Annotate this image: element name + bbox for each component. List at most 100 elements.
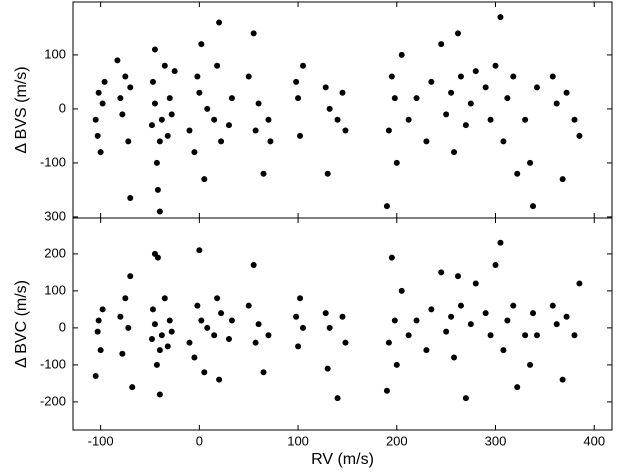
point bbox=[250, 30, 257, 37]
point bbox=[218, 138, 225, 145]
point bbox=[467, 321, 474, 328]
x-tick-label: 200 bbox=[386, 433, 408, 448]
point bbox=[522, 116, 529, 123]
point bbox=[252, 339, 259, 346]
point bbox=[576, 132, 583, 139]
x-axis-title: RV (m/s) bbox=[311, 451, 374, 468]
point bbox=[129, 384, 136, 391]
point bbox=[413, 95, 420, 102]
point bbox=[559, 176, 566, 183]
point bbox=[196, 247, 203, 254]
point bbox=[122, 73, 129, 80]
point bbox=[553, 100, 560, 107]
point bbox=[527, 361, 534, 368]
point bbox=[383, 387, 390, 394]
point bbox=[342, 339, 349, 346]
point bbox=[326, 105, 333, 112]
point bbox=[451, 354, 458, 361]
point bbox=[255, 100, 262, 107]
point bbox=[166, 317, 173, 324]
point bbox=[95, 89, 102, 96]
point bbox=[164, 343, 171, 350]
point bbox=[204, 324, 211, 331]
point bbox=[92, 116, 99, 123]
point bbox=[153, 159, 160, 166]
point bbox=[405, 332, 412, 339]
point bbox=[250, 261, 257, 268]
point bbox=[295, 95, 302, 102]
point bbox=[252, 127, 259, 134]
x-tick-label: 0 bbox=[196, 433, 203, 448]
point bbox=[196, 89, 203, 96]
point bbox=[533, 332, 540, 339]
point bbox=[214, 295, 221, 302]
point bbox=[92, 372, 99, 379]
point bbox=[164, 132, 171, 139]
point bbox=[201, 369, 208, 376]
point bbox=[218, 310, 225, 317]
point bbox=[482, 84, 489, 91]
point bbox=[472, 68, 479, 75]
point bbox=[216, 376, 223, 383]
y-tick-label: 0 bbox=[59, 319, 66, 334]
point bbox=[168, 111, 175, 118]
y-tick-label: -100 bbox=[40, 154, 66, 169]
point bbox=[393, 361, 400, 368]
point bbox=[492, 62, 499, 69]
point bbox=[514, 170, 521, 177]
point bbox=[563, 89, 570, 96]
point bbox=[99, 306, 106, 313]
point bbox=[533, 84, 540, 91]
point bbox=[457, 73, 464, 80]
y-axis-title: Δ BVS (m/s) bbox=[13, 66, 30, 153]
point bbox=[553, 321, 560, 328]
point bbox=[127, 195, 134, 202]
point bbox=[455, 30, 461, 37]
point bbox=[127, 84, 134, 91]
point bbox=[504, 95, 511, 102]
point bbox=[497, 14, 504, 21]
point bbox=[391, 95, 398, 102]
point bbox=[228, 95, 235, 102]
point bbox=[457, 302, 464, 309]
point bbox=[204, 105, 211, 112]
point bbox=[339, 89, 346, 96]
point bbox=[448, 89, 455, 96]
point bbox=[334, 116, 341, 123]
point bbox=[482, 310, 489, 317]
point bbox=[293, 313, 300, 320]
point bbox=[300, 62, 307, 69]
point bbox=[95, 317, 102, 324]
y-tick-label: 0 bbox=[59, 100, 66, 115]
point bbox=[260, 170, 267, 177]
point bbox=[393, 159, 400, 166]
point bbox=[510, 73, 517, 80]
point bbox=[510, 302, 517, 309]
point bbox=[101, 78, 108, 85]
point bbox=[438, 269, 445, 276]
point bbox=[191, 149, 198, 156]
point bbox=[563, 313, 570, 320]
point bbox=[385, 127, 392, 134]
point bbox=[127, 273, 134, 280]
point bbox=[385, 339, 392, 346]
point bbox=[324, 365, 331, 372]
point bbox=[500, 347, 507, 354]
point bbox=[530, 310, 537, 317]
point bbox=[297, 295, 304, 302]
point bbox=[530, 203, 537, 210]
point bbox=[158, 332, 165, 339]
point bbox=[487, 116, 494, 123]
point bbox=[467, 100, 474, 107]
point bbox=[462, 395, 469, 402]
point bbox=[211, 116, 218, 123]
point bbox=[214, 62, 221, 69]
point bbox=[492, 261, 499, 268]
point bbox=[191, 354, 198, 361]
point bbox=[383, 203, 390, 210]
point bbox=[423, 138, 430, 145]
y-tick-label: 200 bbox=[44, 245, 66, 260]
point bbox=[225, 122, 232, 129]
point bbox=[448, 313, 455, 320]
plot-frame bbox=[72, 217, 613, 431]
